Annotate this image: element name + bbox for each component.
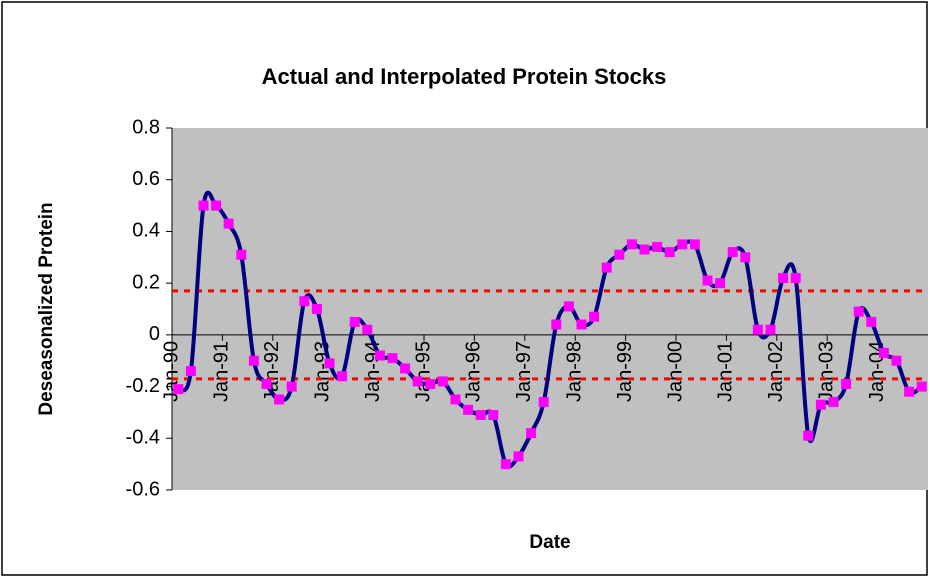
y-tick-label: 0 xyxy=(149,323,160,345)
data-point xyxy=(538,397,549,408)
y-tick-label: -0.4 xyxy=(126,427,160,449)
data-point xyxy=(563,301,574,312)
data-point xyxy=(513,451,524,462)
data-point xyxy=(790,272,801,283)
data-point xyxy=(841,378,852,389)
data-point xyxy=(198,200,209,211)
x-tick-label: Jan-91 xyxy=(211,341,233,402)
x-tick-label: Jan-02 xyxy=(765,341,787,402)
x-tick-label: Jan-93 xyxy=(311,341,333,402)
data-point xyxy=(337,371,348,382)
data-point xyxy=(261,378,272,389)
x-axis-label: Date xyxy=(529,532,570,553)
x-tick-label: Jan-98 xyxy=(563,341,585,402)
data-point xyxy=(173,384,184,395)
chart-title: Actual and Interpolated Protein Stocks xyxy=(262,64,667,89)
data-point xyxy=(904,386,915,397)
data-point xyxy=(463,404,474,415)
data-point xyxy=(274,394,285,405)
data-point xyxy=(374,350,385,361)
data-point xyxy=(311,304,322,314)
data-point xyxy=(652,241,663,252)
y-tick-label: -0.6 xyxy=(126,478,160,500)
series-line xyxy=(176,190,923,469)
x-tick-label: Jan-03 xyxy=(815,341,837,402)
data-point xyxy=(362,324,373,335)
y-tick-label: 0.6 xyxy=(132,168,160,190)
data-point xyxy=(324,358,335,369)
data-point xyxy=(400,363,411,374)
data-point xyxy=(752,324,763,335)
data-point xyxy=(664,247,675,258)
data-point xyxy=(815,399,826,410)
x-tick-label: Jan-94 xyxy=(362,341,384,402)
data-point xyxy=(299,296,310,307)
data-point xyxy=(689,239,700,250)
data-point xyxy=(715,278,726,289)
data-point xyxy=(853,306,864,317)
data-point xyxy=(828,397,839,408)
data-point xyxy=(601,262,612,273)
x-tick-label: Jan-00 xyxy=(664,341,686,402)
data-point xyxy=(765,324,776,335)
y-tick-label: 0.8 xyxy=(132,116,160,138)
data-point xyxy=(223,218,234,229)
data-point xyxy=(614,249,625,260)
data-point xyxy=(500,459,511,470)
data-point xyxy=(387,353,398,364)
data-point xyxy=(727,247,738,258)
y-tick-label: 0.4 xyxy=(132,220,160,242)
data-point xyxy=(425,378,436,389)
data-point xyxy=(551,319,562,330)
x-tick-label: Jan-95 xyxy=(412,341,434,402)
data-point xyxy=(702,275,713,286)
data-point xyxy=(248,355,259,366)
data-point xyxy=(891,355,902,366)
data-point xyxy=(677,239,688,250)
y-axis-label: Deseasonalized Protein xyxy=(36,202,57,415)
data-point xyxy=(740,252,751,263)
x-tick-label: Jan-01 xyxy=(715,341,737,402)
data-point xyxy=(589,311,600,322)
data-point xyxy=(866,316,877,327)
data-point xyxy=(626,239,637,250)
y-tick-label: 0.2 xyxy=(132,271,160,293)
data-point xyxy=(185,366,196,377)
data-point xyxy=(236,249,247,260)
data-point xyxy=(916,381,927,392)
data-point xyxy=(437,376,448,387)
data-point xyxy=(778,272,789,283)
data-point xyxy=(803,430,814,441)
data-point xyxy=(349,316,360,327)
data-point xyxy=(576,319,587,330)
data-point xyxy=(526,428,537,439)
y-tick-label: -0.2 xyxy=(126,375,160,397)
data-point xyxy=(488,410,499,421)
data-point xyxy=(450,394,461,405)
data-point xyxy=(475,410,486,421)
x-tick-label: Jan-97 xyxy=(513,341,535,402)
x-tick-label: Jan-96 xyxy=(463,341,485,402)
data-point xyxy=(211,200,222,211)
data-point xyxy=(639,244,650,255)
plot-area xyxy=(172,128,928,490)
data-point xyxy=(412,376,423,387)
x-tick-label: Jan-99 xyxy=(614,341,636,402)
data-point xyxy=(286,381,297,392)
data-point xyxy=(878,347,889,358)
